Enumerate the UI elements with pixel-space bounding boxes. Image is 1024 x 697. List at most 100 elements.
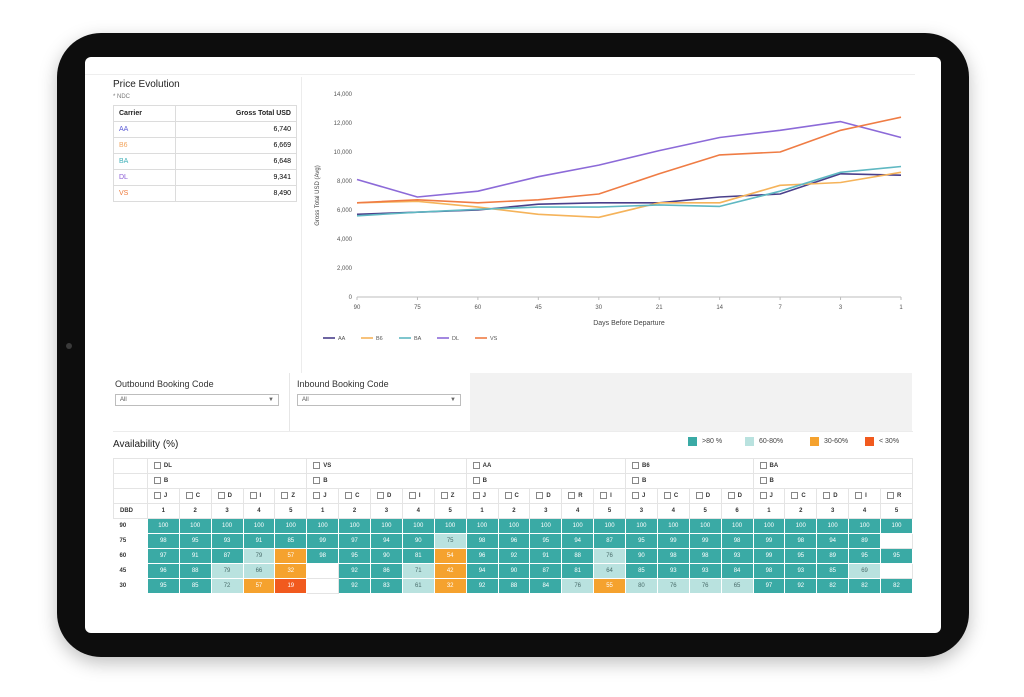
- checkbox-icon[interactable]: [504, 492, 512, 500]
- availability-cell[interactable]: 100: [561, 518, 595, 534]
- availability-cell[interactable]: [306, 563, 340, 579]
- availability-cell[interactable]: 92: [338, 578, 371, 594]
- checkbox-icon[interactable]: [600, 492, 608, 500]
- availability-cell[interactable]: 100: [593, 518, 626, 534]
- gross-header[interactable]: Gross Total USD: [175, 105, 297, 122]
- availability-cell[interactable]: 55: [593, 578, 626, 594]
- checkbox-icon[interactable]: [568, 492, 576, 500]
- availability-cell[interactable]: 80: [625, 578, 658, 594]
- availability-cell[interactable]: 88: [497, 578, 531, 594]
- booking-class-header[interactable]: R: [561, 488, 595, 504]
- availability-cell[interactable]: 94: [561, 533, 595, 549]
- availability-cell[interactable]: 97: [146, 548, 180, 564]
- checkbox-icon[interactable]: [313, 492, 321, 500]
- availability-cell[interactable]: 98: [752, 563, 786, 579]
- availability-cell[interactable]: 83: [370, 578, 403, 594]
- carrier-group-dl[interactable]: DL: [146, 458, 308, 474]
- availability-cell[interactable]: 96: [146, 563, 180, 579]
- availability-cell[interactable]: 100: [465, 518, 499, 534]
- checkbox-icon[interactable]: [472, 492, 480, 500]
- availability-cell[interactable]: 93: [720, 548, 754, 564]
- booking-class-header[interactable]: D: [529, 488, 563, 504]
- booking-class-header[interactable]: I: [593, 488, 626, 504]
- availability-cell[interactable]: 85: [178, 578, 212, 594]
- availability-cell[interactable]: 76: [561, 578, 595, 594]
- checkbox-icon[interactable]: [472, 462, 480, 470]
- availability-cell[interactable]: 100: [433, 518, 467, 534]
- availability-cell[interactable]: 99: [656, 533, 690, 549]
- availability-cell[interactable]: 86: [370, 563, 403, 579]
- availability-cell[interactable]: 94: [465, 563, 499, 579]
- availability-cell[interactable]: 81: [561, 563, 595, 579]
- carrier-header[interactable]: Carrier: [112, 105, 177, 122]
- booking-class-header[interactable]: R: [880, 488, 913, 504]
- availability-cell[interactable]: 100: [338, 518, 371, 534]
- availability-cell[interactable]: 91: [529, 548, 563, 564]
- availability-cell[interactable]: 42: [433, 563, 467, 579]
- checkbox-icon[interactable]: [759, 477, 767, 485]
- checkbox-icon[interactable]: [759, 492, 767, 500]
- checkbox-icon[interactable]: [663, 492, 671, 500]
- availability-cell[interactable]: 57: [242, 578, 276, 594]
- checkbox-icon[interactable]: [791, 492, 799, 500]
- availability-cell[interactable]: 96: [465, 548, 499, 564]
- booking-class-header[interactable]: D: [210, 488, 244, 504]
- checkbox-icon[interactable]: [632, 462, 639, 470]
- availability-cell[interactable]: 100: [784, 518, 818, 534]
- availability-cell[interactable]: 100: [274, 518, 308, 534]
- availability-cell[interactable]: 76: [656, 578, 690, 594]
- availability-cell[interactable]: 85: [625, 563, 658, 579]
- availability-cell[interactable]: 95: [880, 548, 913, 564]
- availability-cell[interactable]: 92: [497, 548, 531, 564]
- checkbox-icon[interactable]: [440, 492, 448, 500]
- availability-cell[interactable]: 66: [242, 563, 276, 579]
- availability-cell[interactable]: 92: [465, 578, 499, 594]
- cabin-group[interactable]: B: [465, 473, 627, 489]
- checkbox-icon[interactable]: [472, 477, 480, 485]
- availability-cell[interactable]: 82: [816, 578, 850, 594]
- availability-cell[interactable]: 92: [338, 563, 371, 579]
- availability-cell[interactable]: [880, 533, 913, 549]
- availability-cell[interactable]: 89: [816, 548, 850, 564]
- carrier-group-ba[interactable]: BA: [752, 458, 913, 474]
- cabin-group[interactable]: B: [146, 473, 308, 489]
- availability-cell[interactable]: 72: [210, 578, 244, 594]
- availability-cell[interactable]: 89: [848, 533, 881, 549]
- availability-cell[interactable]: 79: [210, 563, 244, 579]
- availability-cell[interactable]: 32: [274, 563, 308, 579]
- booking-class-header[interactable]: J: [146, 488, 180, 504]
- outbound-select[interactable]: All ▼: [115, 394, 279, 406]
- booking-class-header[interactable]: C: [178, 488, 212, 504]
- checkbox-icon[interactable]: [695, 492, 703, 500]
- checkbox-icon[interactable]: [153, 492, 161, 500]
- availability-cell[interactable]: 98: [656, 548, 690, 564]
- availability-cell[interactable]: 91: [178, 548, 212, 564]
- availability-cell[interactable]: 98: [146, 533, 180, 549]
- availability-cell[interactable]: 64: [593, 563, 626, 579]
- availability-cell[interactable]: 100: [688, 518, 722, 534]
- availability-cell[interactable]: 88: [561, 548, 595, 564]
- booking-class-header[interactable]: C: [497, 488, 531, 504]
- availability-cell[interactable]: 97: [338, 533, 371, 549]
- availability-cell[interactable]: 95: [529, 533, 563, 549]
- availability-cell[interactable]: 100: [242, 518, 276, 534]
- availability-cell[interactable]: 82: [880, 578, 913, 594]
- checkbox-icon[interactable]: [759, 462, 767, 470]
- availability-cell[interactable]: 79: [242, 548, 276, 564]
- availability-cell[interactable]: 90: [370, 548, 403, 564]
- availability-cell[interactable]: 85: [816, 563, 850, 579]
- availability-cell[interactable]: 100: [370, 518, 403, 534]
- availability-cell[interactable]: [306, 578, 340, 594]
- checkbox-icon[interactable]: [632, 477, 639, 485]
- availability-cell[interactable]: 100: [752, 518, 786, 534]
- availability-cell[interactable]: 94: [370, 533, 403, 549]
- availability-cell[interactable]: 94: [816, 533, 850, 549]
- availability-cell[interactable]: 98: [465, 533, 499, 549]
- inbound-select[interactable]: All ▼: [297, 394, 461, 406]
- availability-cell[interactable]: 95: [625, 533, 658, 549]
- availability-cell[interactable]: 76: [688, 578, 722, 594]
- booking-class-header[interactable]: J: [465, 488, 499, 504]
- availability-cell[interactable]: 82: [848, 578, 881, 594]
- availability-cell[interactable]: 71: [401, 563, 435, 579]
- availability-cell[interactable]: 98: [306, 548, 340, 564]
